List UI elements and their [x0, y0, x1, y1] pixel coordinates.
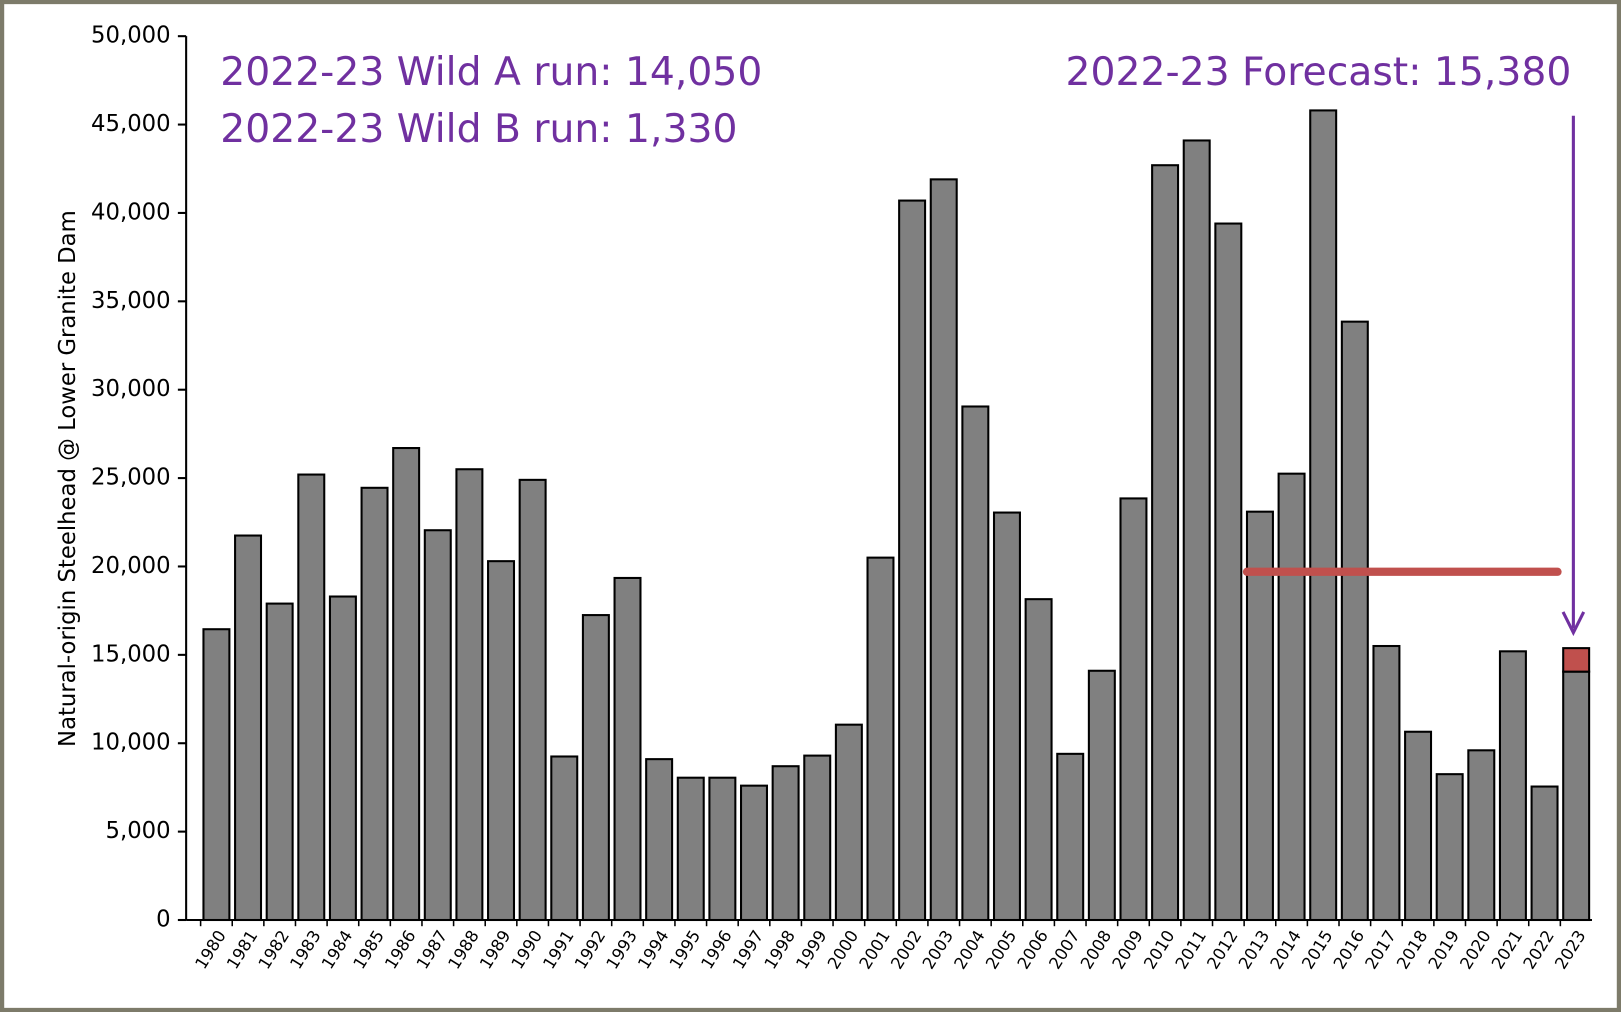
- bar: [739, 784, 768, 922]
- bar: [328, 595, 357, 922]
- bar: [1498, 650, 1527, 922]
- bar: [265, 602, 294, 922]
- bar: [834, 723, 863, 922]
- bar: [581, 614, 610, 922]
- y-axis-label: Natural-origin Steelhead @ Lower Granite…: [55, 210, 81, 747]
- y-tick-label: 0: [156, 907, 170, 933]
- y-tick-label: 10,000: [91, 730, 171, 756]
- bar: [1087, 669, 1116, 922]
- bar: [360, 486, 389, 922]
- bar: [1562, 647, 1591, 673]
- y-tick-label: 50,000: [91, 23, 171, 49]
- y-tick-label: 20,000: [91, 553, 171, 579]
- y-tick-label: 15,000: [91, 641, 171, 667]
- bar: [1562, 670, 1591, 922]
- y-tick-label: 30,000: [91, 376, 171, 402]
- bar: [803, 754, 832, 922]
- bar: [708, 776, 737, 922]
- y-tick-label: 40,000: [91, 199, 171, 225]
- bar: [392, 447, 421, 922]
- bar: [1372, 644, 1401, 922]
- bar: [1340, 320, 1369, 922]
- bar: [676, 776, 705, 922]
- annotation: 2022-23 Wild A run: 14,050: [220, 50, 762, 95]
- bar: [1214, 222, 1243, 922]
- annotation: 2022-23 Forecast: 15,380: [1066, 50, 1572, 95]
- bar: [898, 199, 927, 922]
- bar: [1530, 785, 1559, 922]
- y-tick-label: 25,000: [91, 465, 171, 491]
- bar: [202, 628, 231, 922]
- arrow-head: [1561, 611, 1586, 637]
- bar: [1277, 472, 1306, 922]
- bar: [645, 758, 674, 922]
- bar: [423, 529, 452, 922]
- bar: [1024, 598, 1053, 922]
- bar: [550, 755, 579, 922]
- bar: [1119, 497, 1148, 922]
- bar: [518, 478, 547, 922]
- bar: [1435, 773, 1464, 922]
- bar: [992, 511, 1021, 922]
- y-tick-label: 35,000: [91, 288, 171, 314]
- bar: [961, 405, 990, 922]
- bar: [771, 765, 800, 922]
- bar: [1056, 752, 1085, 922]
- bar: [297, 473, 326, 922]
- bar: [1182, 139, 1211, 922]
- bar: [866, 556, 895, 922]
- bar: [613, 576, 642, 922]
- bar: [455, 468, 484, 922]
- y-tick-label: 45,000: [91, 111, 171, 137]
- bar: [487, 560, 516, 922]
- annotation: 2022-23 Wild B run: 1,330: [220, 107, 737, 152]
- bar: [1404, 730, 1433, 922]
- y-tick-label: 5,000: [106, 818, 171, 844]
- bar: [1151, 164, 1180, 922]
- bar: [1309, 109, 1338, 922]
- bar: [929, 178, 958, 922]
- bar: [1467, 749, 1496, 922]
- bar: [234, 534, 263, 922]
